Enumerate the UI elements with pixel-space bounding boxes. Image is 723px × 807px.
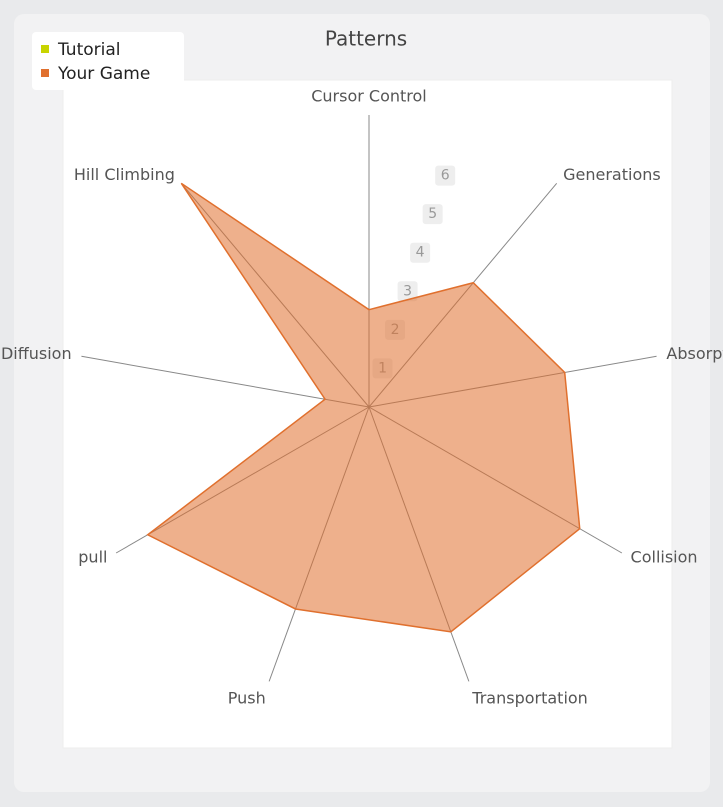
r-tick-label: 4 <box>416 245 425 261</box>
legend-swatch <box>41 45 49 53</box>
axis-label: Cursor Control <box>311 87 427 106</box>
axis-label: Collision <box>631 548 698 567</box>
axis-label: pull <box>78 548 107 567</box>
legend-swatch <box>41 69 49 77</box>
axis-label: Absorption <box>666 344 723 363</box>
series-area <box>146 182 581 633</box>
legend-label: Your Game <box>57 64 150 84</box>
axis-label: Transportation <box>471 688 588 707</box>
r-tick-label: 3 <box>403 283 412 299</box>
axis-label: Hill Climbing <box>74 165 175 184</box>
tick-mark <box>410 242 431 263</box>
r-tick-label: 5 <box>428 206 437 222</box>
axis-label: Push <box>228 688 266 707</box>
axis-label: Diffusion <box>1 344 72 363</box>
axis-label: Generations <box>563 165 661 184</box>
legend-label: Tutorial <box>57 40 121 60</box>
axis-line <box>81 355 370 408</box>
tick-mark <box>435 165 456 186</box>
r-tick-label: 6 <box>441 168 450 184</box>
tick-mark <box>397 281 418 302</box>
tick-mark <box>422 204 443 225</box>
legend <box>32 32 184 90</box>
chart-title: Patterns <box>325 27 407 51</box>
